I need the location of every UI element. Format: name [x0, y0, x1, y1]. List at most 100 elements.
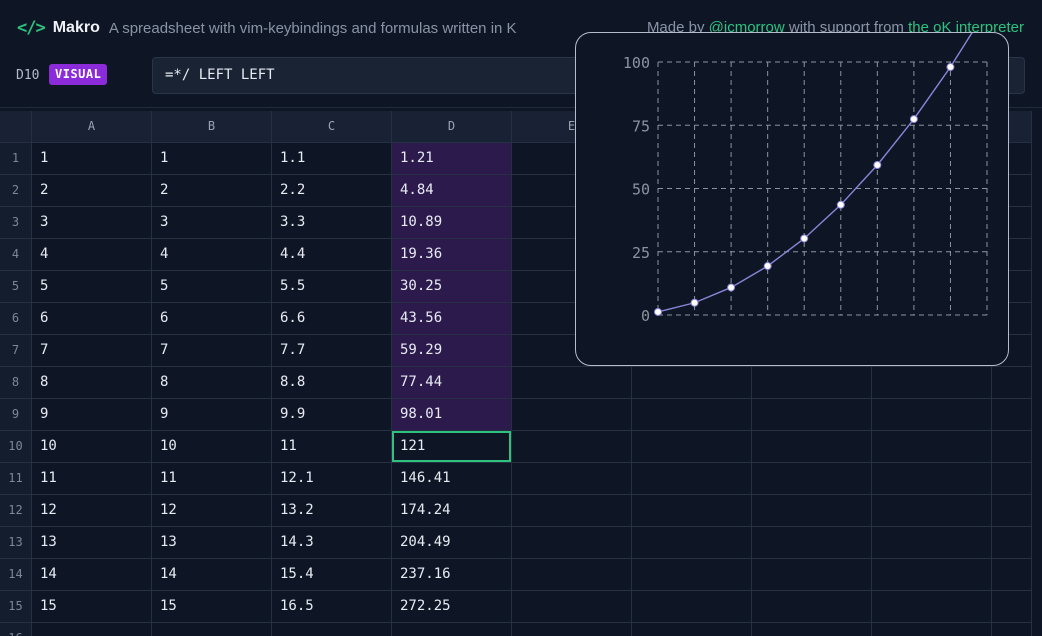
grid-cell[interactable]: 14: [152, 559, 272, 591]
grid-cell[interactable]: 3: [152, 207, 272, 239]
grid-cell[interactable]: [752, 559, 872, 591]
grid-cell[interactable]: 10.89: [392, 207, 512, 239]
grid-cell[interactable]: [632, 495, 752, 527]
grid-cell[interactable]: [872, 367, 992, 399]
grid-cell[interactable]: 12: [32, 495, 152, 527]
grid-cell[interactable]: 2: [152, 175, 272, 207]
row-header[interactable]: 10: [0, 431, 32, 463]
row-header[interactable]: 11: [0, 463, 32, 495]
grid-cell[interactable]: [632, 431, 752, 463]
grid-cell[interactable]: 19.36: [392, 239, 512, 271]
grid-cell[interactable]: [752, 495, 872, 527]
grid-cell[interactable]: 9.9: [272, 399, 392, 431]
grid-cell[interactable]: 14: [32, 559, 152, 591]
grid-cell[interactable]: [32, 623, 152, 636]
row-header[interactable]: 8: [0, 367, 32, 399]
grid-cell[interactable]: [992, 431, 1032, 463]
grid-cell[interactable]: [152, 623, 272, 636]
row-header[interactable]: 2: [0, 175, 32, 207]
row-header[interactable]: 13: [0, 527, 32, 559]
grid-cell[interactable]: 11: [272, 431, 392, 463]
grid-cell[interactable]: [512, 527, 632, 559]
grid-cell[interactable]: [512, 623, 632, 636]
grid-cell[interactable]: 7: [152, 335, 272, 367]
grid-cell[interactable]: 146.41: [392, 463, 512, 495]
grid-cell[interactable]: 5: [152, 271, 272, 303]
grid-cell[interactable]: 9: [32, 399, 152, 431]
grid-cell[interactable]: 10: [32, 431, 152, 463]
grid-cell[interactable]: 9: [152, 399, 272, 431]
column-header[interactable]: B: [152, 111, 272, 143]
grid-cell[interactable]: 6: [32, 303, 152, 335]
grid-cell[interactable]: 4.84: [392, 175, 512, 207]
column-header[interactable]: D: [392, 111, 512, 143]
grid-cell[interactable]: [992, 399, 1032, 431]
grid-cell[interactable]: [752, 463, 872, 495]
chart-panel[interactable]: 0 25 50 75 100: [575, 32, 1009, 366]
grid-cell[interactable]: 16.5: [272, 591, 392, 623]
grid-cell[interactable]: 6.6: [272, 303, 392, 335]
grid-cell[interactable]: [512, 559, 632, 591]
grid-cell[interactable]: [752, 367, 872, 399]
grid-cell[interactable]: [992, 527, 1032, 559]
grid-cell[interactable]: [872, 559, 992, 591]
grid-cell[interactable]: 13.2: [272, 495, 392, 527]
grid-cell[interactable]: [872, 463, 992, 495]
grid-cell[interactable]: 7: [32, 335, 152, 367]
grid-cell[interactable]: 3: [32, 207, 152, 239]
grid-cell[interactable]: 272.25: [392, 591, 512, 623]
grid-cell[interactable]: 2.2: [272, 175, 392, 207]
grid-cell[interactable]: 6: [152, 303, 272, 335]
grid-cell[interactable]: 5.5: [272, 271, 392, 303]
grid-cell[interactable]: 4: [152, 239, 272, 271]
grid-cell[interactable]: 11: [32, 463, 152, 495]
row-header[interactable]: 12: [0, 495, 32, 527]
grid-cell[interactable]: [752, 399, 872, 431]
grid-cell[interactable]: [632, 399, 752, 431]
grid-cell[interactable]: 1: [32, 143, 152, 175]
grid-cell[interactable]: 15.4: [272, 559, 392, 591]
grid-cell[interactable]: 5: [32, 271, 152, 303]
row-header[interactable]: 3: [0, 207, 32, 239]
grid-cell[interactable]: [872, 495, 992, 527]
grid-cell[interactable]: [512, 463, 632, 495]
grid-cell[interactable]: 174.24: [392, 495, 512, 527]
grid-cell[interactable]: [632, 367, 752, 399]
grid-cell[interactable]: 13: [152, 527, 272, 559]
interpreter-link[interactable]: the oK interpreter: [908, 19, 1024, 36]
row-header[interactable]: 4: [0, 239, 32, 271]
grid-cell[interactable]: [512, 591, 632, 623]
grid-cell[interactable]: [632, 559, 752, 591]
grid-cell[interactable]: 15: [32, 591, 152, 623]
row-header[interactable]: 7: [0, 335, 32, 367]
grid-cell[interactable]: [632, 623, 752, 636]
grid-cell[interactable]: [392, 623, 512, 636]
grid-cell[interactable]: 43.56: [392, 303, 512, 335]
row-header[interactable]: 15: [0, 591, 32, 623]
grid-cell[interactable]: [512, 431, 632, 463]
grid-cell[interactable]: [512, 495, 632, 527]
grid-cell[interactable]: 15: [152, 591, 272, 623]
grid-cell[interactable]: 59.29: [392, 335, 512, 367]
grid-cell[interactable]: 1: [152, 143, 272, 175]
grid-cell[interactable]: [872, 623, 992, 636]
grid-cell[interactable]: 30.25: [392, 271, 512, 303]
grid-cell[interactable]: 11: [152, 463, 272, 495]
grid-cell[interactable]: 2: [32, 175, 152, 207]
grid-cell[interactable]: 8.8: [272, 367, 392, 399]
grid-cell[interactable]: 13: [32, 527, 152, 559]
grid-cell[interactable]: 12: [152, 495, 272, 527]
row-header[interactable]: 16: [0, 623, 32, 636]
row-header[interactable]: 14: [0, 559, 32, 591]
grid-cell[interactable]: [992, 623, 1032, 636]
grid-cell[interactable]: [872, 527, 992, 559]
grid-cell[interactable]: [872, 431, 992, 463]
grid-cell[interactable]: [752, 623, 872, 636]
grid-cell[interactable]: 12.1: [272, 463, 392, 495]
grid-cell[interactable]: [992, 559, 1032, 591]
grid-cell[interactable]: 98.01: [392, 399, 512, 431]
grid-cell[interactable]: [512, 367, 632, 399]
grid-cell[interactable]: 4: [32, 239, 152, 271]
grid-cell[interactable]: [992, 463, 1032, 495]
grid-cell[interactable]: 8: [32, 367, 152, 399]
